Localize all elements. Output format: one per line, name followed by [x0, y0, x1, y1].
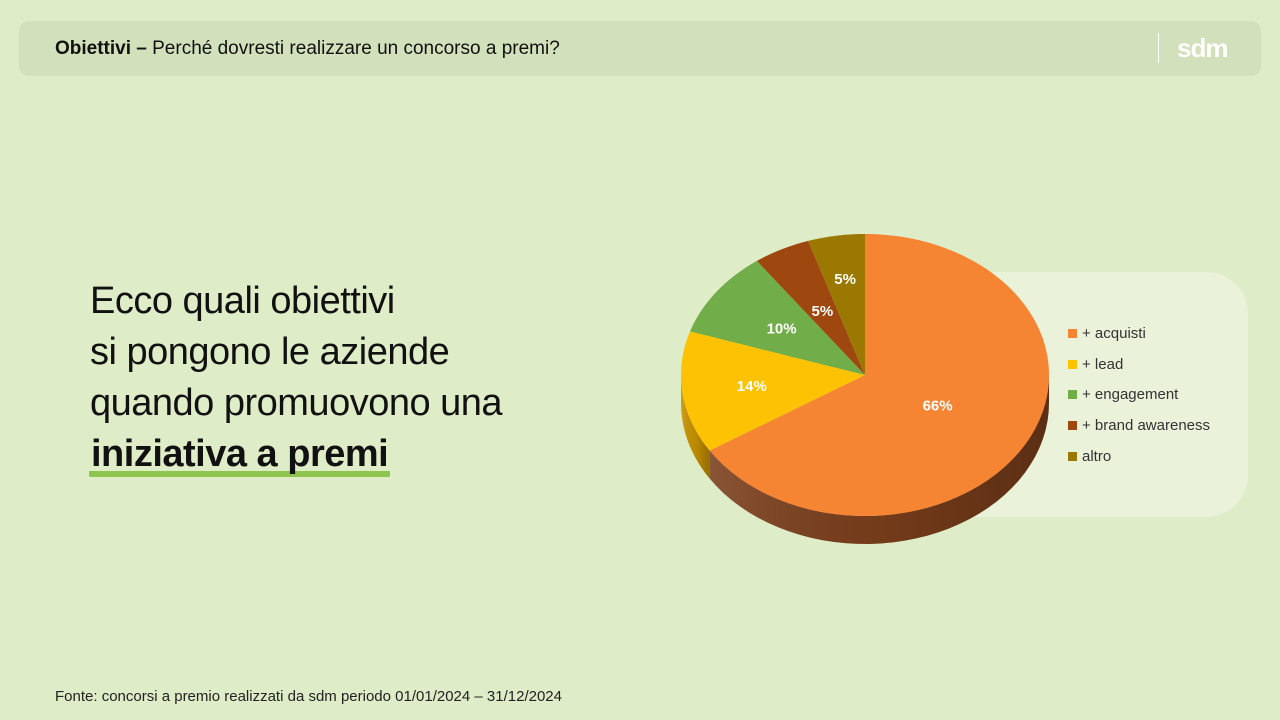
header-divider	[1158, 33, 1159, 63]
legend-item-lead: + lead	[1068, 349, 1210, 380]
legend-item-brand-awareness: + brand awareness	[1068, 410, 1210, 441]
legend-item-engagement: + engagement	[1068, 379, 1210, 410]
pie-slice-brand-awareness	[756, 240, 865, 375]
header-title-bold: Obiettivi –	[55, 38, 147, 59]
headline-highlight: iniziativa a premi	[88, 429, 391, 480]
pie-label-engagement: 10%	[767, 321, 797, 338]
legend-label-lead: + lead	[1082, 355, 1124, 373]
headline: Ecco quali obiettivi si pongono le azien…	[88, 276, 503, 480]
pie-side-shade-lead	[681, 375, 710, 479]
header-bar: Obiettivi – Perché dovresti realizzare u…	[19, 21, 1261, 76]
header-title: Obiettivi – Perché dovresti realizzare u…	[55, 38, 560, 60]
legend-label-altro: altro	[1082, 447, 1112, 465]
legend-item-altro: altro	[1068, 441, 1210, 472]
pie-label-acquisti: 66%	[923, 398, 953, 415]
pie-slice-engagement	[690, 260, 865, 375]
pie-slice-lead	[681, 331, 865, 451]
chart-legend: + acquisti + lead + engagement + brand awar…	[1068, 318, 1210, 471]
headline-line-3: quando promuovono una	[90, 382, 503, 424]
source-footnote: Fonte: concorsi a premio realizzati da s…	[55, 688, 562, 705]
pie-slice-altro	[808, 234, 865, 375]
legend-swatch-engagement	[1068, 390, 1077, 400]
headline-line-1: Ecco quali obiettivi	[90, 280, 395, 322]
header-title-rest: Perché dovresti realizzare un concorso a…	[146, 38, 560, 59]
pie-side-shade-acquisti	[709, 375, 1049, 544]
pie-label-lead: 14%	[737, 378, 767, 395]
legend-swatch-altro	[1068, 451, 1077, 461]
legend-swatch-acquisti	[1068, 328, 1077, 338]
pie-label-altro: 5%	[834, 271, 856, 288]
pie-label-brand-awareness: 5%	[812, 303, 834, 320]
legend-swatch-lead	[1068, 359, 1077, 369]
legend-label-brand-awareness: + brand awareness	[1082, 416, 1210, 434]
legend-item-acquisti: + acquisti	[1068, 318, 1210, 349]
pie-slice-acquisti	[709, 234, 1049, 516]
sdm-logo: sdm	[1177, 33, 1228, 63]
legend-label-engagement: + engagement	[1082, 386, 1179, 404]
headline-line-2: si pongono le aziende	[90, 331, 450, 373]
legend-swatch-brand-awareness	[1068, 420, 1077, 430]
legend-label-acquisti: + acquisti	[1082, 324, 1146, 342]
